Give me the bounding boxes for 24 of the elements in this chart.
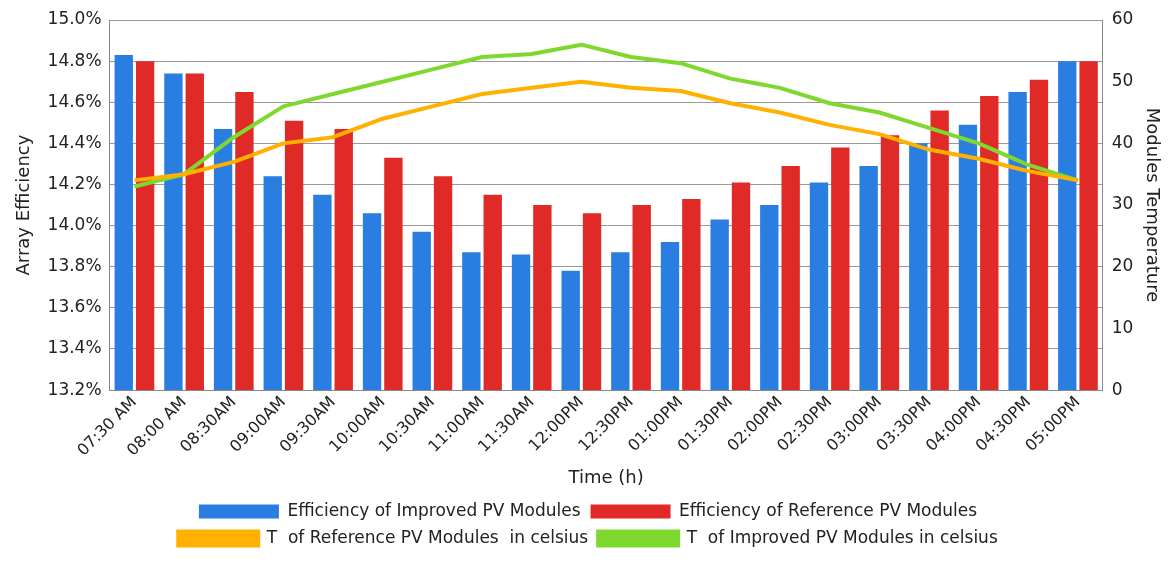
y-tick-label: 13.8% — [47, 255, 102, 276]
y-tick-label: 13.4% — [47, 337, 102, 358]
x-axis-title: Time (h) — [567, 465, 644, 487]
y2-tick-label: 50 — [1111, 70, 1134, 91]
y-tick-label: 15.0% — [47, 8, 102, 29]
y2-tick-label: 10 — [1111, 316, 1134, 337]
y-tick-label: 14.0% — [47, 214, 102, 235]
y2-tick-label: 20 — [1111, 255, 1134, 276]
y2-tick-label: 40 — [1111, 131, 1134, 152]
y-tick-label: 14.8% — [47, 49, 102, 70]
y-tick-label: 14.4% — [47, 131, 102, 152]
y-axis-title: Array Efficiency — [12, 134, 34, 276]
y2-tick-label: 60 — [1111, 8, 1134, 29]
legend-label: Efficiency of Improved PV Modules — [287, 499, 581, 520]
y2-axis-title: Modules Temperature — [1142, 107, 1164, 303]
y-tick-label: 13.6% — [47, 296, 102, 317]
y2-tick-label: 0 — [1111, 378, 1123, 399]
legend-label: T of Reference PV Modules in celsius — [265, 526, 589, 547]
legend-label: T of Improved PV Modules in celsius — [685, 526, 998, 547]
legend-label: Efficiency of Reference PV Modules — [679, 499, 978, 520]
y-tick-label: 14.6% — [47, 90, 102, 111]
y-tick-label: 14.2% — [47, 172, 102, 193]
y-tick-label: 13.2% — [47, 378, 102, 399]
y2-tick-label: 30 — [1111, 193, 1134, 214]
